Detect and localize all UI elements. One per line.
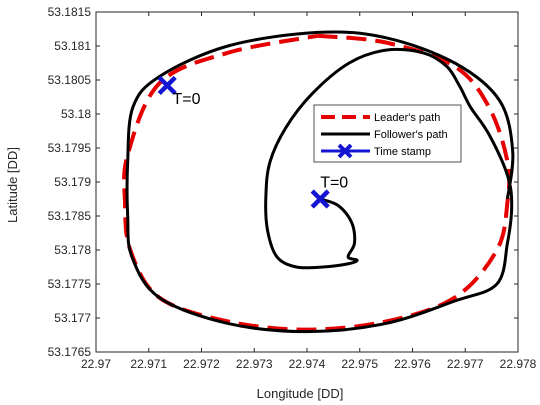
- y-tick-label: 53.179: [54, 175, 91, 189]
- legend: Leader's path Follower's path Time stamp: [313, 104, 462, 163]
- series-follower-path: [125, 30, 515, 334]
- y-tick-label: 53.181: [54, 39, 91, 53]
- annot-layer: T=0 T=0: [172, 91, 348, 192]
- y-tick-label: 53.1815: [48, 5, 92, 19]
- y-tick-label: 53.1795: [48, 141, 92, 155]
- y-tick-label: 53.178: [54, 243, 91, 257]
- x-tick-label: 22.972: [183, 357, 220, 371]
- legend-timestamp-label: Time stamp: [374, 146, 431, 158]
- x-tick-label: 22.973: [236, 357, 273, 371]
- ticks: 22.97 22.971 22.972 22.973 22.974 22.975 22.97…: [48, 5, 537, 371]
- markers-layer: [157, 75, 330, 209]
- annotation-label: T=0: [320, 174, 348, 191]
- y-axis-title: Latitude [DD]: [5, 147, 20, 223]
- annotation-label: T=0: [172, 91, 200, 108]
- timestamp-marker: [157, 75, 177, 96]
- y-tick-label: 53.177: [54, 311, 91, 325]
- x-tick-label: 22.97: [81, 357, 111, 371]
- x-axis-title: Longitude [DD]: [257, 386, 344, 401]
- y-tick-label: 53.1765: [48, 345, 92, 359]
- series-layer: [122, 30, 515, 334]
- legend-follower-label: Follower's path: [374, 129, 448, 141]
- y-tick-label: 53.1785: [48, 209, 92, 223]
- y-tick-label: 53.1805: [48, 73, 92, 87]
- y-tick-label: 53.1775: [48, 277, 92, 291]
- x-tick-label: 22.974: [289, 357, 326, 371]
- x-tick-label: 22.971: [130, 357, 167, 371]
- timestamp-marker: [310, 189, 330, 209]
- x-tick-label: 22.975: [341, 357, 378, 371]
- legend-timestamp-marker: [337, 143, 353, 159]
- legend-leader-label: Leader's path: [374, 112, 440, 124]
- x-tick-label: 22.976: [394, 357, 431, 371]
- y-tick-label: 53.18: [61, 107, 91, 121]
- series-leader-path: [122, 33, 512, 332]
- x-tick-label: 22.978: [500, 357, 537, 371]
- x-tick-label: 22.977: [447, 357, 484, 371]
